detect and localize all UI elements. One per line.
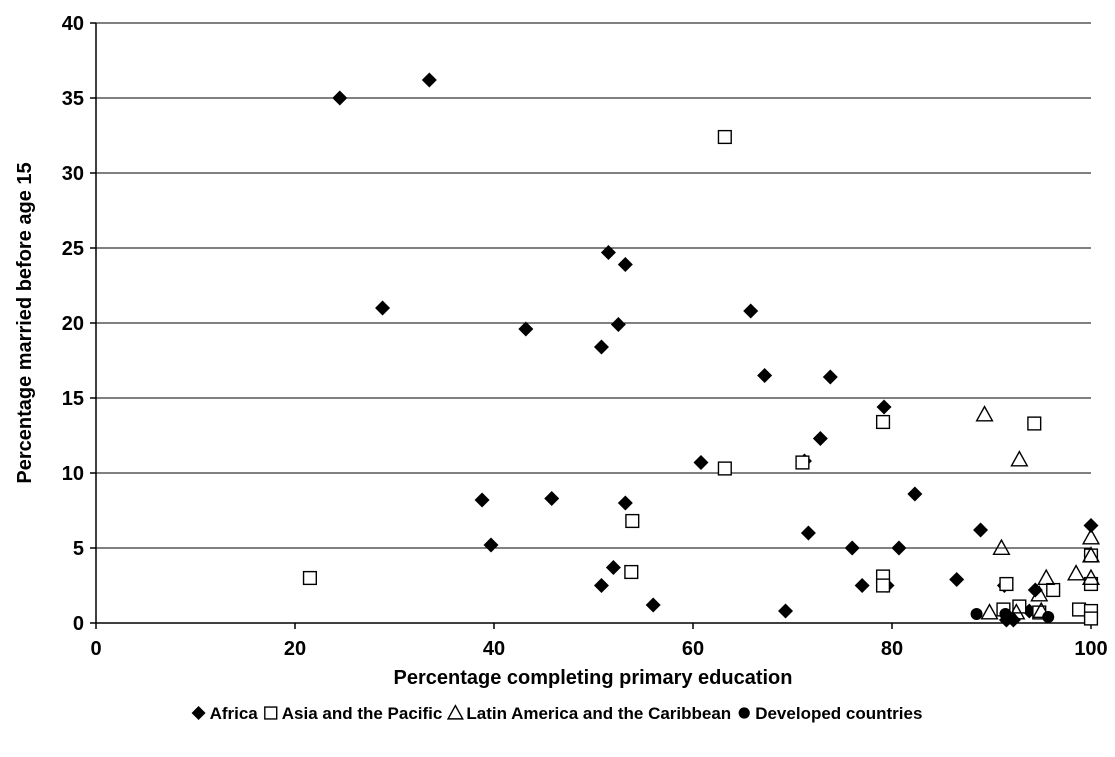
data-point-diamond [518, 321, 534, 337]
data-point-diamond [854, 578, 870, 593]
data-point-diamond [617, 257, 633, 272]
legend-marker-square [264, 706, 278, 720]
data-point-circle [1005, 612, 1018, 625]
legend-item: Asia and the Pacific [264, 704, 443, 723]
y-axis-title: Percentage married before age 15 [14, 162, 36, 483]
data-point-diamond [907, 486, 923, 502]
legend-item: Africa [191, 704, 259, 723]
legend: Africa Asia and the Pacific Latin America … [191, 704, 922, 723]
y-tick-label: 30 [62, 163, 84, 185]
data-point-square [795, 455, 810, 470]
data-point-square [1012, 599, 1027, 614]
data-points [302, 72, 1101, 628]
data-point-diamond [483, 537, 499, 553]
data-point-square [999, 576, 1014, 592]
data-point-square [875, 414, 891, 430]
data-point-triangle [1032, 601, 1051, 618]
legend-marker-diamond [191, 706, 206, 720]
data-point-diamond [844, 540, 860, 556]
data-point-circle [970, 608, 983, 620]
data-point-diamond [800, 525, 816, 541]
x-axis-title: Percentage completing primary education [394, 667, 793, 689]
data-point-diamond [375, 300, 391, 316]
data-point-diamond [812, 431, 828, 446]
data-point-diamond [645, 597, 661, 613]
data-point-square [717, 461, 732, 476]
data-point-diamond [474, 492, 490, 508]
data-point-triangle [992, 538, 1011, 555]
data-point-diamond [610, 317, 626, 332]
data-point-diamond [973, 522, 989, 538]
data-point-circle [1042, 611, 1055, 623]
data-point-triangle [1067, 564, 1086, 581]
data-point-diamond [778, 603, 794, 619]
legend-marker-triangle [446, 704, 464, 720]
legend-marker-circle [738, 707, 750, 719]
data-point-diamond [593, 578, 609, 593]
legend-label: Africa [210, 704, 259, 723]
data-point-diamond [757, 368, 773, 383]
x-tick-label: 0 [90, 638, 101, 660]
x-tick-label: 20 [284, 638, 306, 660]
y-tick-label: 35 [62, 88, 84, 110]
data-point-diamond [693, 455, 709, 470]
grid-lines [96, 22, 1091, 549]
data-point-square [1071, 602, 1087, 617]
y-tick-label: 10 [62, 463, 84, 485]
x-axis: 0 20 40 60 80 100 [90, 622, 1108, 660]
data-point-triangle [1081, 528, 1101, 545]
x-tick-label: 80 [881, 638, 903, 660]
data-point-square [1083, 611, 1099, 626]
data-point-triangle [1037, 568, 1056, 585]
data-point-diamond [891, 540, 907, 556]
data-point-diamond [949, 572, 965, 587]
data-point-square [625, 513, 640, 529]
data-point-triangle [1081, 546, 1101, 563]
data-point-square [624, 564, 639, 580]
legend-item: Latin America and the Caribbean [446, 704, 731, 723]
data-point-diamond [743, 303, 759, 319]
data-point-diamond [617, 495, 633, 511]
data-point-square [1027, 416, 1042, 431]
legend-label: Asia and the Pacific [282, 704, 443, 723]
y-tick-label: 40 [62, 13, 84, 35]
y-axis: 0 5 10 15 20 25 30 35 40 [62, 13, 97, 635]
data-point-diamond [600, 245, 616, 260]
data-point-square [875, 578, 891, 593]
y-tick-label: 5 [73, 538, 84, 560]
data-point-triangle [980, 603, 999, 620]
data-point-diamond [593, 339, 609, 355]
data-point-triangle [1010, 450, 1029, 467]
data-point-diamond [605, 560, 621, 575]
data-point-diamond [544, 491, 560, 506]
x-tick-label: 40 [483, 638, 505, 660]
data-point-square [1046, 582, 1061, 598]
y-tick-label: 15 [62, 388, 84, 410]
data-point-triangle [1030, 585, 1049, 602]
y-tick-label: 0 [73, 613, 84, 635]
y-tick-label: 20 [62, 313, 84, 335]
data-point-square [717, 129, 732, 145]
data-point-diamond [332, 90, 348, 106]
x-tick-label: 100 [1074, 638, 1107, 660]
data-point-diamond [421, 72, 437, 88]
y-tick-label: 25 [62, 238, 84, 260]
data-point-diamond [876, 399, 892, 415]
x-tick-label: 60 [682, 638, 704, 660]
data-point-triangle [975, 405, 994, 422]
data-point-diamond [822, 369, 838, 385]
data-point-triangle [1081, 568, 1101, 585]
legend-item: Developed countries [738, 704, 922, 723]
legend-label: Latin America and the Caribbean [466, 704, 731, 723]
data-point-square [302, 570, 317, 586]
legend-label: Developed countries [755, 704, 922, 723]
data-point-diamond [1083, 518, 1099, 533]
